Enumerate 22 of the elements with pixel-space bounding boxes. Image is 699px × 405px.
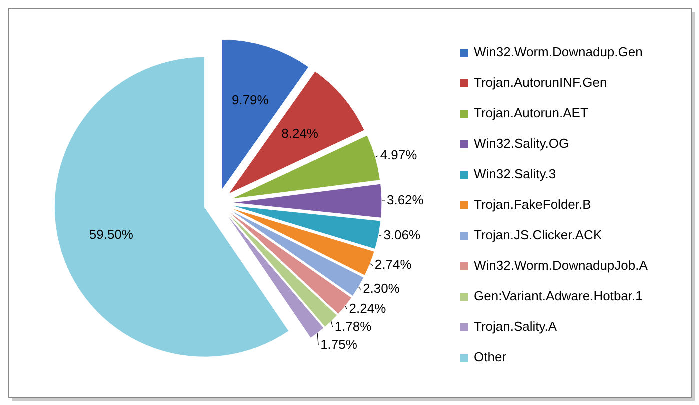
data-label: 59.50%: [89, 227, 134, 242]
data-label: 1.78%: [334, 318, 372, 334]
data-label: 9.79%: [232, 92, 270, 108]
legend-label: Win32.Sality.3: [474, 166, 556, 182]
legend-label: Win32.Sality.OG: [474, 136, 570, 151]
legend-label: Other: [474, 349, 508, 364]
legend-label: Win32.Worm.Downadup.Gen: [474, 44, 643, 60]
legend-label: Trojan.FakeFolder.B: [474, 196, 592, 212]
data-label: 1.75%: [320, 336, 358, 352]
data-label: 3.06%: [384, 228, 421, 243]
data-label: 8.24%: [282, 126, 319, 141]
legend-label: Win32.Worm.DownadupJob.A: [474, 258, 648, 273]
legend-label: Gen:Variant.Adware.Hotbar.1: [474, 288, 643, 304]
legend-label: Trojan.Autorun.AET: [474, 105, 588, 120]
data-label: 2.74%: [374, 257, 412, 272]
data-label: 3.62%: [386, 192, 424, 208]
legend-label: Trojan.AutorunINF.Gen: [474, 74, 608, 90]
data-label: 4.97%: [380, 147, 418, 162]
legend-label: Trojan.JS.Clicker.ACK: [474, 227, 602, 242]
data-label: 2.30%: [363, 281, 400, 296]
data-label: 2.24%: [349, 300, 387, 316]
legend-label: Trojan.Sality.A: [474, 318, 558, 334]
